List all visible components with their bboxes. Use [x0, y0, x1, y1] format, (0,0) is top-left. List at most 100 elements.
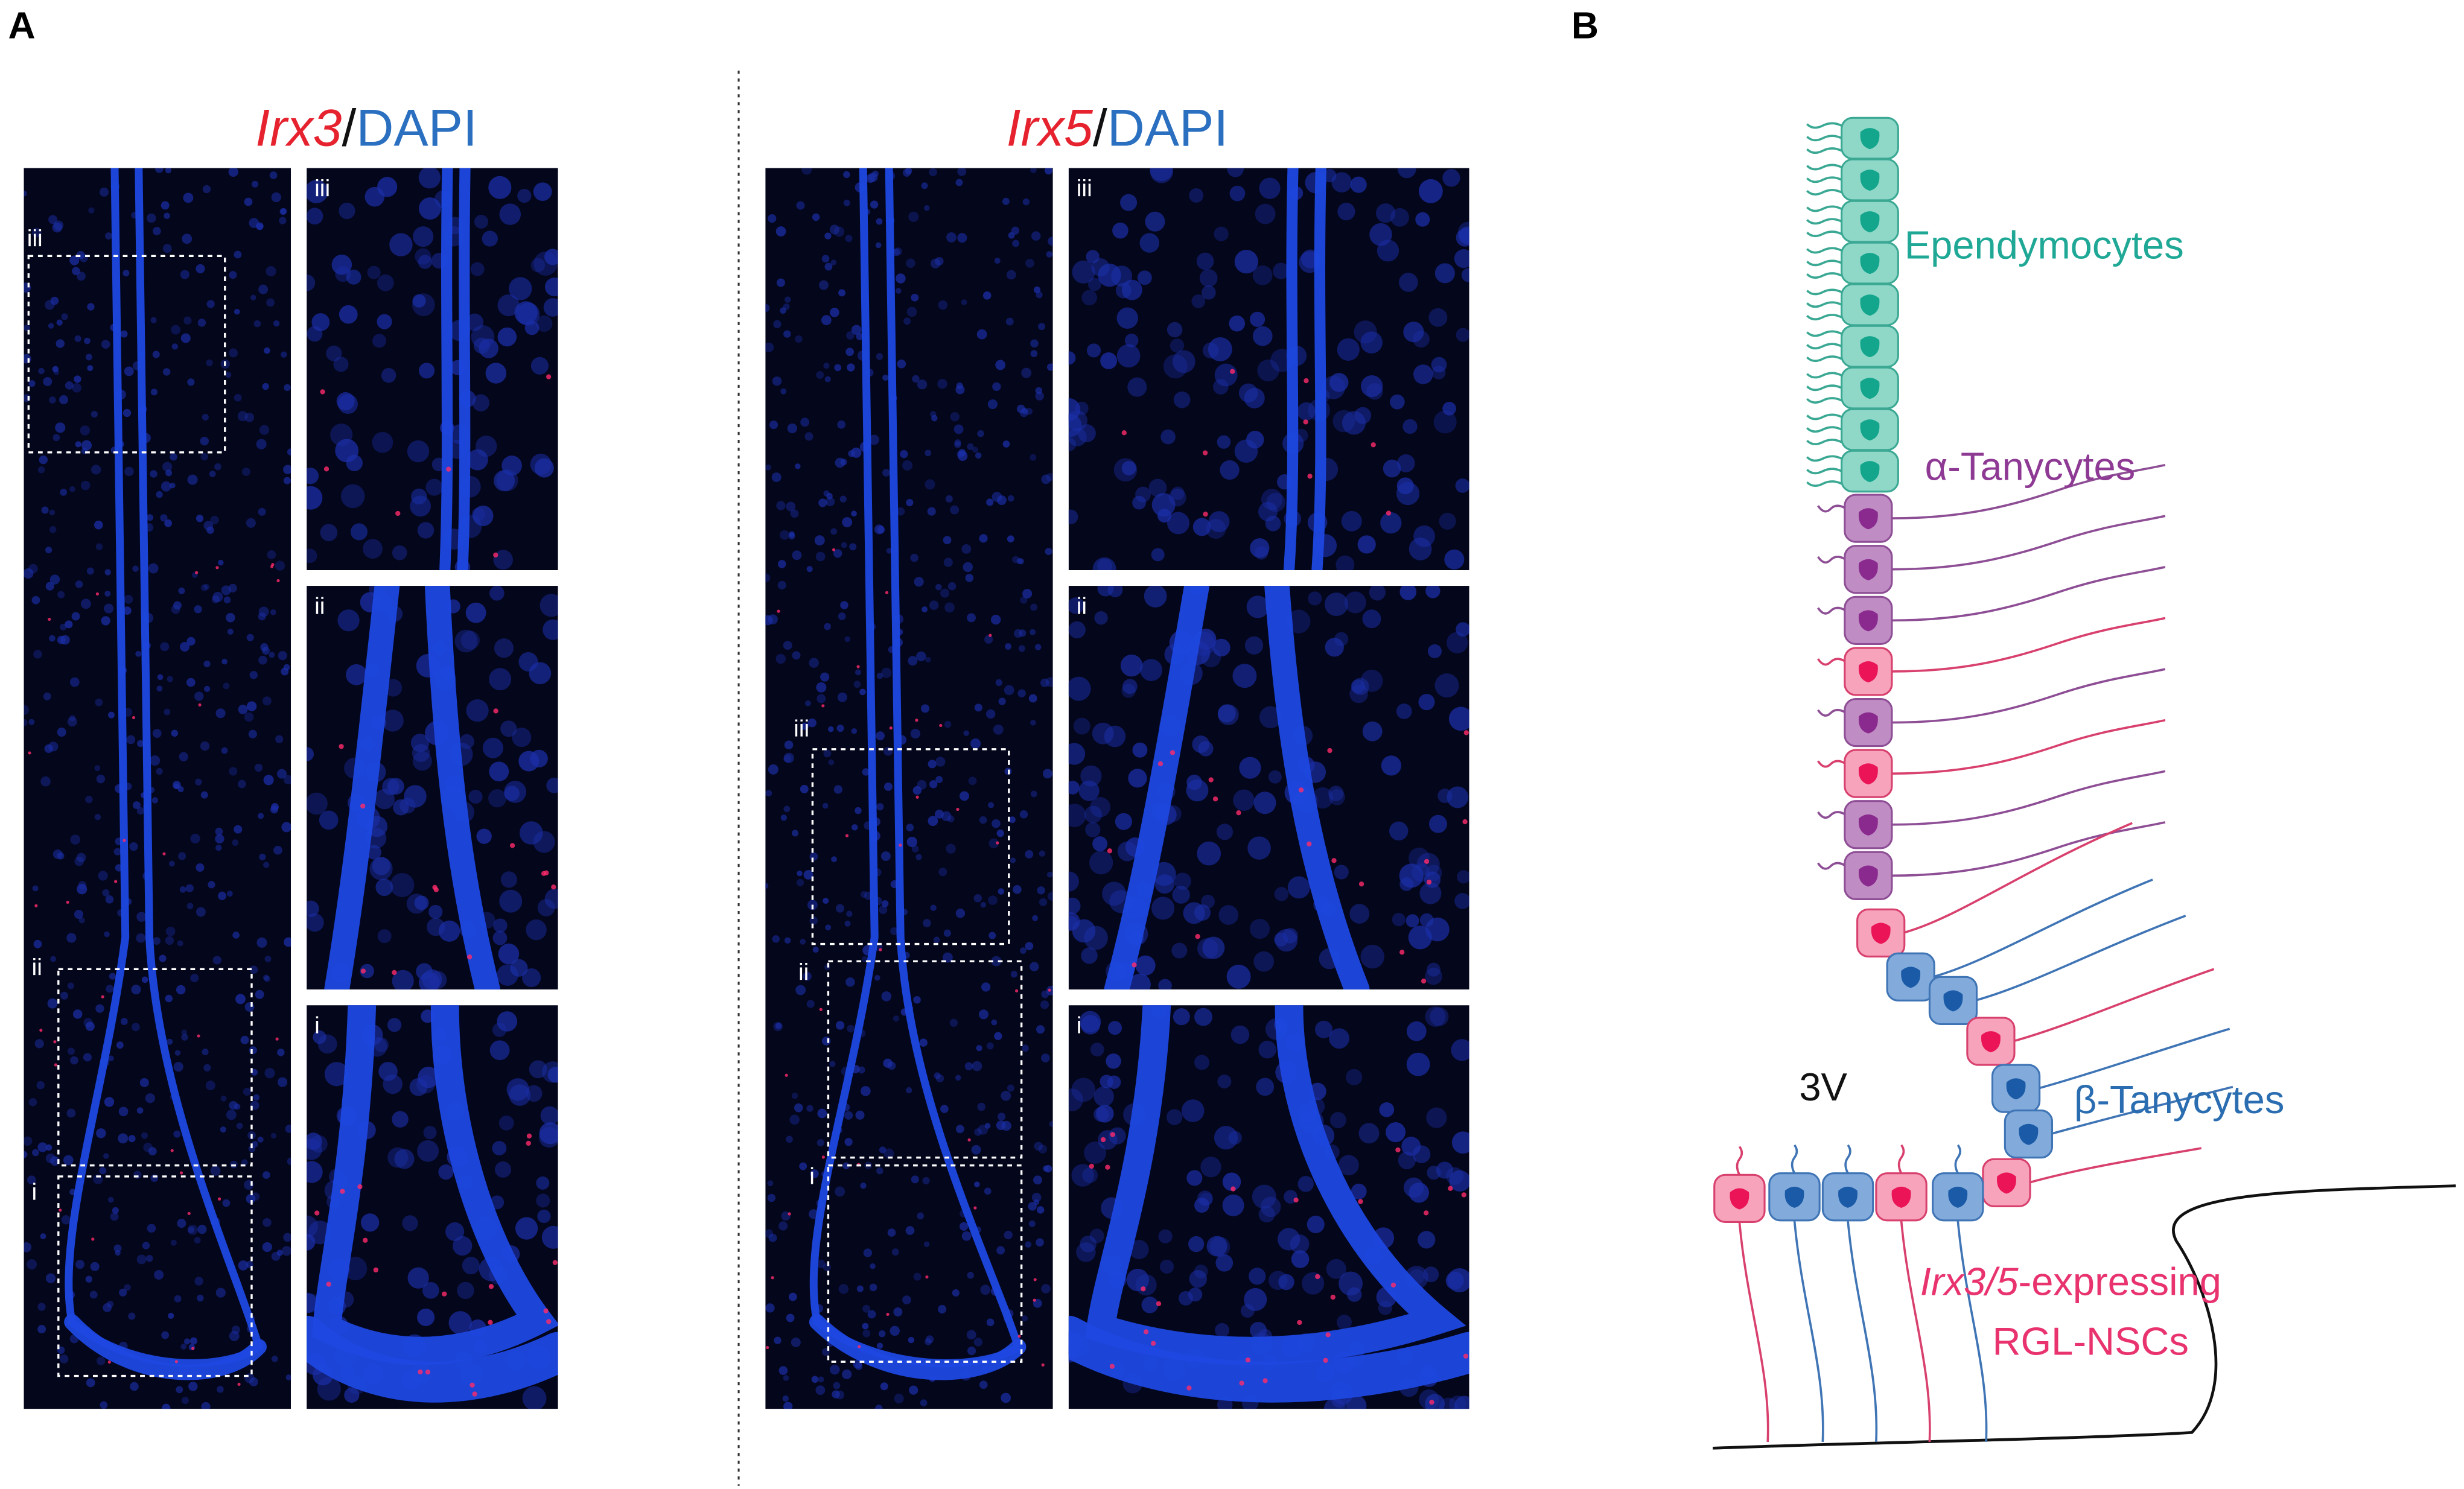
nucleus — [862, 768, 870, 776]
nucleus — [1418, 179, 1443, 203]
nucleus — [249, 671, 258, 679]
red-signal — [1105, 1164, 1110, 1170]
nucleus — [1427, 962, 1441, 977]
nucleus — [482, 230, 498, 247]
micrograph — [1068, 168, 1469, 571]
nucleus — [943, 557, 953, 567]
nucleus — [33, 650, 42, 659]
cell-process — [1806, 218, 1842, 225]
nucleus — [197, 1224, 207, 1234]
nucleus — [973, 894, 982, 903]
region-box — [811, 748, 1010, 945]
nucleus — [824, 623, 831, 630]
nucleus — [1021, 367, 1032, 378]
red-signal — [493, 552, 498, 558]
cell-process — [1817, 606, 1847, 615]
nucleus — [1007, 1084, 1014, 1092]
nucleus — [895, 288, 902, 294]
red-signal — [1170, 750, 1176, 755]
nucleus — [824, 262, 833, 271]
nucleus — [830, 528, 838, 535]
red-signal — [543, 1308, 549, 1313]
nucleus — [155, 168, 164, 173]
red-signal — [1358, 881, 1364, 887]
nucleus — [1220, 460, 1240, 480]
nucleus — [1249, 918, 1270, 939]
red-signal — [1109, 1364, 1115, 1369]
red-signal — [1121, 430, 1127, 436]
nucleus — [957, 168, 967, 176]
nucleus — [909, 1385, 918, 1395]
nucleus — [1022, 588, 1033, 599]
nucleus — [984, 1187, 992, 1195]
nucleus — [275, 735, 284, 743]
red-signal — [973, 1206, 977, 1210]
nucleus — [772, 935, 780, 943]
nucleus — [1036, 1025, 1045, 1034]
nucleus — [518, 751, 540, 772]
nucleus — [1189, 188, 1204, 203]
nucleus — [845, 348, 855, 357]
nucleus — [418, 197, 441, 220]
nucleus — [905, 1226, 915, 1235]
red-signal — [275, 1037, 279, 1041]
nucleus — [975, 452, 982, 459]
red-signal — [988, 633, 992, 637]
nucleus — [145, 1255, 153, 1262]
nucleus — [821, 1037, 831, 1046]
red-signal — [323, 466, 329, 472]
nucleus — [978, 1009, 989, 1020]
nucleus — [136, 933, 146, 943]
nucleus — [86, 567, 94, 575]
nucleus — [1406, 1021, 1427, 1041]
nucleus — [498, 943, 520, 965]
nucleus — [498, 1115, 514, 1131]
nucleus — [980, 1284, 991, 1295]
red-signal — [1212, 796, 1218, 802]
cell-process — [1806, 384, 1842, 392]
nucleus — [1194, 1055, 1209, 1070]
nucleus — [234, 825, 243, 834]
nucleus — [946, 232, 957, 243]
nucleus — [1010, 971, 1017, 978]
nucleus — [168, 860, 175, 867]
nucleus — [258, 284, 269, 294]
nucleus — [160, 642, 170, 652]
nucleus — [838, 612, 846, 620]
nucleus — [1025, 849, 1034, 859]
nucleus — [263, 1171, 270, 1179]
nucleus — [104, 931, 110, 938]
nucleus — [170, 453, 177, 461]
nucleus — [418, 168, 441, 189]
nucleus — [860, 891, 868, 898]
nucleus — [892, 248, 900, 256]
red-signal — [885, 591, 889, 594]
nucleus — [1454, 1395, 1469, 1409]
nucleus — [799, 1162, 807, 1170]
nucleus — [94, 520, 103, 530]
nucleus — [457, 1281, 474, 1300]
nucleus — [810, 1169, 819, 1178]
red-signal — [1239, 1380, 1244, 1386]
nucleus — [1257, 359, 1279, 382]
nucleus — [861, 1086, 871, 1096]
nucleus — [1144, 586, 1167, 608]
nucleus — [466, 699, 489, 722]
nucleus — [200, 791, 208, 799]
cell-nucleus — [1860, 170, 1880, 191]
nucleus — [870, 200, 879, 209]
nucleus — [394, 1149, 415, 1169]
nucleus — [27, 1259, 37, 1270]
nucleus — [1072, 260, 1095, 284]
nucleus — [501, 456, 522, 476]
nucleus — [377, 929, 392, 944]
cell-process — [1806, 480, 1842, 487]
nucleus — [162, 1403, 171, 1409]
nucleus — [105, 232, 112, 240]
nucleus — [190, 974, 199, 983]
nucleus — [974, 703, 982, 712]
nucleus — [1047, 892, 1053, 901]
nucleus — [1135, 486, 1151, 503]
nucleus — [32, 1149, 39, 1157]
nucleus — [85, 354, 92, 361]
